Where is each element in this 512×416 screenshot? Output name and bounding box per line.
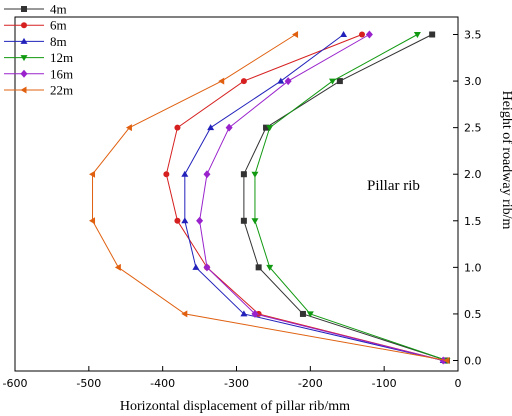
x-tick-label: 0 xyxy=(455,377,462,390)
data-point xyxy=(240,78,247,85)
data-point xyxy=(429,31,436,38)
series-8m xyxy=(181,31,447,363)
legend-label: 4m xyxy=(50,2,67,17)
legend-swatch-marker xyxy=(20,69,28,78)
legend-label: 12m xyxy=(50,50,73,65)
data-point xyxy=(174,124,181,131)
legend-label: 6m xyxy=(50,18,67,33)
data-point xyxy=(251,309,259,318)
y-tick-label: 0.5 xyxy=(464,308,482,321)
data-point xyxy=(266,125,274,132)
legend-swatch-marker xyxy=(20,86,27,94)
series-line xyxy=(199,34,444,361)
legend-swatch-marker xyxy=(20,37,28,44)
data-point xyxy=(443,357,450,364)
legend-swatch-marker xyxy=(21,22,27,29)
data-point xyxy=(284,77,292,86)
series-22m xyxy=(89,31,450,364)
y-tick-label: 2.0 xyxy=(464,168,482,181)
series-line xyxy=(184,34,444,361)
legend-label: 16m xyxy=(50,66,73,81)
x-tick-label: -400 xyxy=(150,377,175,390)
series-4m xyxy=(240,31,450,364)
legend-item: 16m xyxy=(4,66,73,81)
series-16m xyxy=(196,30,447,365)
data-point xyxy=(328,78,336,85)
legend-item: 8m xyxy=(4,34,67,49)
data-point xyxy=(89,217,96,225)
data-point xyxy=(240,310,248,317)
series-line xyxy=(254,34,448,361)
data-point xyxy=(251,171,259,178)
legend-item: 4m xyxy=(4,2,67,17)
data-point xyxy=(218,77,225,85)
data-point xyxy=(181,170,189,177)
legend-swatch-marker xyxy=(20,55,28,62)
y-axis-label: Height of roadway rib/m xyxy=(499,91,512,230)
series-line xyxy=(165,34,444,361)
data-point xyxy=(359,31,366,38)
data-point xyxy=(240,171,247,178)
data-point xyxy=(174,217,181,224)
x-tick-label: -100 xyxy=(372,377,397,390)
data-point xyxy=(266,264,274,271)
data-point xyxy=(196,216,204,225)
legend-item: 22m xyxy=(4,83,73,98)
data-point xyxy=(181,217,189,224)
x-axis-label: Horizontal displacement of pillar rib/mm xyxy=(120,399,350,414)
legend-swatch-marker xyxy=(21,6,27,12)
y-tick-label: 1.5 xyxy=(464,215,482,228)
data-point xyxy=(207,124,215,131)
axes: -600 -500 -400 -300 -200 -100 00.0 0.5 1.0 1.5 2.0… xyxy=(3,16,482,390)
data-point xyxy=(89,170,96,178)
data-point xyxy=(255,264,262,271)
series-line xyxy=(92,34,448,361)
data-point xyxy=(299,310,306,317)
data-point xyxy=(114,263,121,271)
x-tick-label: -500 xyxy=(76,377,101,390)
data-point xyxy=(439,356,447,365)
legend-item: 6m xyxy=(4,18,67,33)
legend-label: 22m xyxy=(50,83,73,98)
data-point xyxy=(240,217,247,224)
plot-frame xyxy=(14,16,459,372)
y-tick-label: 1.0 xyxy=(464,261,482,274)
data-point xyxy=(263,124,270,131)
x-tick-label: -600 xyxy=(3,377,28,390)
series-layer xyxy=(89,30,451,365)
data-point xyxy=(251,218,259,225)
data-point xyxy=(203,263,211,272)
data-point xyxy=(225,123,233,132)
data-point xyxy=(192,263,200,270)
data-point xyxy=(203,170,211,179)
data-point xyxy=(340,31,348,37)
data-point xyxy=(413,32,421,38)
pillar-rib-annotation: Pillar rib xyxy=(367,178,420,194)
data-point xyxy=(306,311,314,318)
x-tick-label: -300 xyxy=(224,377,249,390)
y-tick-label: 0.0 xyxy=(464,355,482,368)
data-point xyxy=(125,124,132,132)
data-point xyxy=(163,171,170,178)
y-tick-label: 3.5 xyxy=(464,29,482,42)
data-point xyxy=(181,310,188,318)
data-point xyxy=(277,77,285,84)
data-point xyxy=(336,78,343,85)
y-tick-label: 3.0 xyxy=(464,75,482,88)
data-point xyxy=(365,30,373,39)
series-line xyxy=(243,34,448,361)
y-tick-label: 2.5 xyxy=(464,122,482,135)
legend-label: 8m xyxy=(50,34,67,49)
x-tick-label: -200 xyxy=(298,377,323,390)
legend-item: 12m xyxy=(4,50,73,65)
data-point xyxy=(292,31,299,38)
